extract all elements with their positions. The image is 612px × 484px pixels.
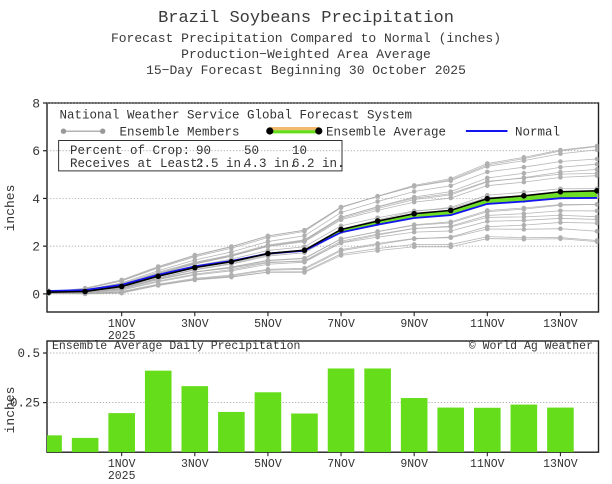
svg-text:90: 90: [196, 144, 211, 158]
svg-text:Normal: Normal: [515, 126, 560, 140]
svg-text:4: 4: [32, 192, 40, 207]
svg-text:6: 6: [32, 144, 40, 159]
svg-text:National Weather Service Globa: National Weather Service Global Forecast…: [60, 109, 413, 123]
svg-text:3NOV: 3NOV: [181, 318, 209, 331]
svg-text:2025: 2025: [108, 470, 136, 483]
svg-text:Ensemble Members: Ensemble Members: [120, 126, 240, 140]
svg-text:2: 2: [32, 240, 40, 255]
svg-text:Ensemble Average: Ensemble Average: [326, 126, 446, 140]
svg-text:50: 50: [244, 144, 259, 158]
svg-text:8: 8: [32, 97, 40, 112]
svg-text:0.5: 0.5: [17, 347, 40, 361]
svg-text:Receives at Least:: Receives at Least:: [70, 157, 205, 171]
svg-text:5NOV: 5NOV: [254, 458, 282, 471]
svg-text:inches: inches: [3, 387, 18, 434]
svg-text:Percent of Crop:: Percent of Crop:: [70, 144, 190, 158]
svg-text:7NOV: 7NOV: [327, 318, 355, 331]
svg-text:6.2 in.: 6.2 in.: [292, 157, 345, 171]
svg-text:9NOV: 9NOV: [400, 458, 428, 471]
svg-text:10: 10: [292, 144, 307, 158]
svg-text:13NOV: 13NOV: [543, 318, 578, 331]
svg-text:© World Ag Weather: © World Ag Weather: [469, 340, 593, 353]
svg-text:9NOV: 9NOV: [400, 318, 428, 331]
svg-text:Ensemble Average Daily Precipi: Ensemble Average Daily Precipitation: [52, 340, 300, 353]
svg-text:2.5 in.: 2.5 in.: [196, 157, 249, 171]
svg-text:5NOV: 5NOV: [254, 318, 282, 331]
svg-text:3NOV: 3NOV: [181, 458, 209, 471]
svg-text:4.3 in.: 4.3 in.: [244, 157, 297, 171]
svg-text:0: 0: [32, 287, 40, 302]
svg-text:11NOV: 11NOV: [470, 318, 505, 331]
svg-text:11NOV: 11NOV: [470, 458, 505, 471]
svg-text:7NOV: 7NOV: [327, 458, 355, 471]
svg-text:13NOV: 13NOV: [543, 458, 578, 471]
svg-text:inches: inches: [3, 185, 18, 232]
